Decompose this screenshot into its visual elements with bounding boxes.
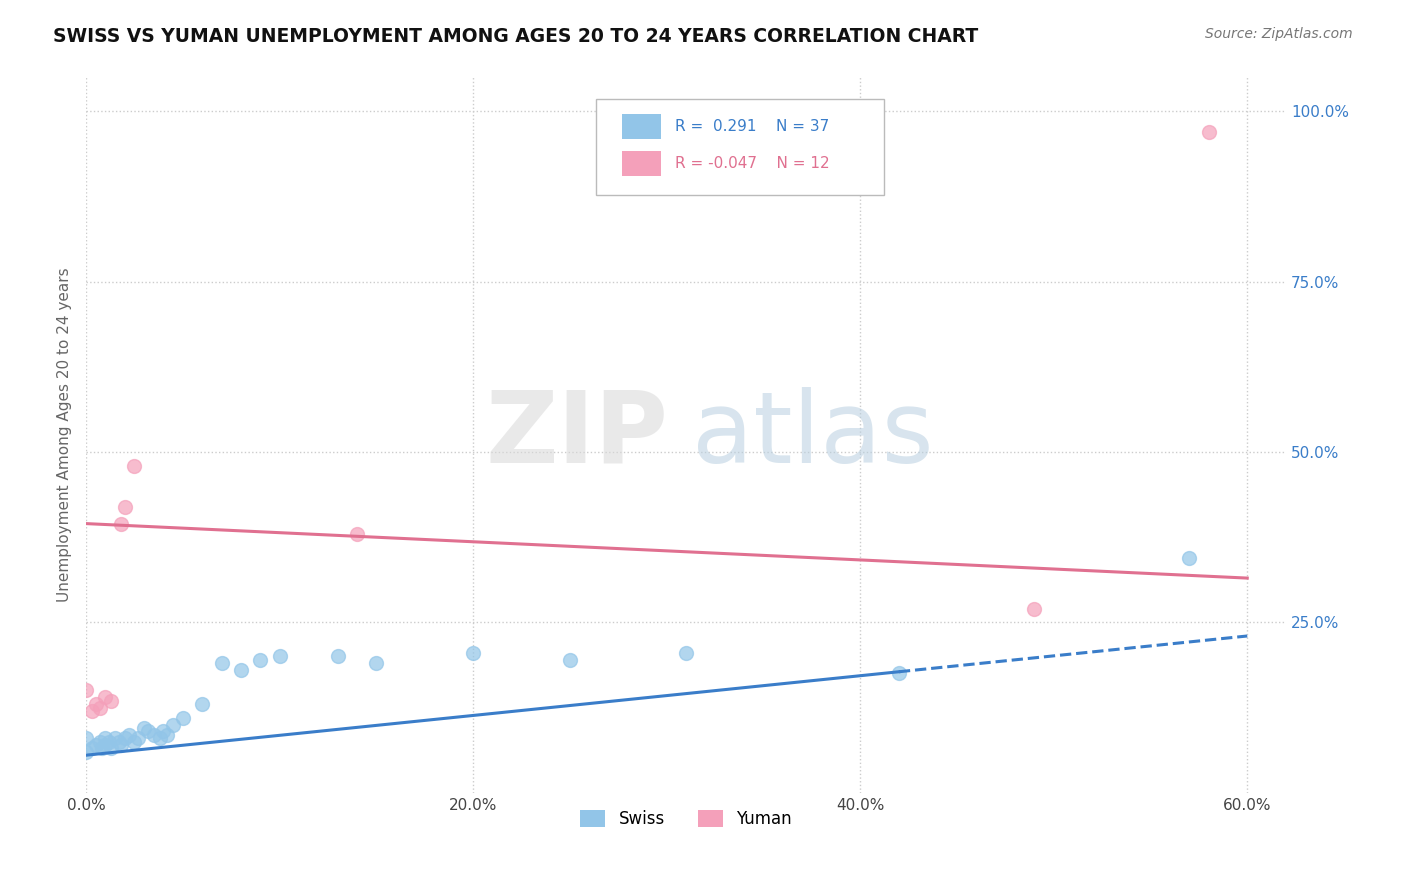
Point xyxy=(172,711,194,725)
Point xyxy=(84,697,107,711)
Point xyxy=(80,704,103,718)
Y-axis label: Unemployment Among Ages 20 to 24 years: Unemployment Among Ages 20 to 24 years xyxy=(58,268,72,602)
Point xyxy=(84,738,107,752)
Point xyxy=(249,653,271,667)
Point xyxy=(162,717,184,731)
Point xyxy=(269,649,291,664)
Point xyxy=(98,734,121,748)
Point xyxy=(94,738,117,752)
Point xyxy=(675,646,697,660)
FancyBboxPatch shape xyxy=(623,152,661,176)
Point xyxy=(156,728,179,742)
Legend: Swiss, Yuman: Swiss, Yuman xyxy=(574,803,799,834)
Point xyxy=(1198,125,1220,139)
Point xyxy=(127,731,149,746)
Point xyxy=(229,663,252,677)
Point xyxy=(124,734,146,748)
Text: R = -0.047    N = 12: R = -0.047 N = 12 xyxy=(675,156,830,171)
Text: R =  0.291    N = 37: R = 0.291 N = 37 xyxy=(675,120,830,134)
Point xyxy=(89,734,111,748)
Point xyxy=(1178,550,1201,565)
Point xyxy=(75,683,97,698)
Point xyxy=(134,721,156,735)
Point xyxy=(326,649,349,664)
Point xyxy=(124,458,146,473)
Point xyxy=(152,724,174,739)
Point xyxy=(75,731,97,746)
Point xyxy=(104,731,127,746)
Point xyxy=(90,741,112,756)
FancyBboxPatch shape xyxy=(623,114,661,139)
Point xyxy=(191,697,214,711)
Point xyxy=(117,728,139,742)
Point xyxy=(887,666,910,681)
Point xyxy=(75,745,97,759)
Text: SWISS VS YUMAN UNEMPLOYMENT AMONG AGES 20 TO 24 YEARS CORRELATION CHART: SWISS VS YUMAN UNEMPLOYMENT AMONG AGES 2… xyxy=(53,27,979,45)
Point xyxy=(94,690,117,705)
Point xyxy=(136,724,159,739)
Point xyxy=(142,728,165,742)
Point xyxy=(149,731,172,746)
Text: ZIP: ZIP xyxy=(485,386,668,483)
Point xyxy=(1024,601,1046,615)
Point xyxy=(80,741,103,756)
Text: atlas: atlas xyxy=(692,386,934,483)
Point xyxy=(463,646,485,660)
Point xyxy=(108,734,131,748)
Point xyxy=(346,526,368,541)
FancyBboxPatch shape xyxy=(596,99,884,195)
Point xyxy=(110,516,132,531)
Point xyxy=(366,657,388,671)
Point xyxy=(100,694,122,708)
Point xyxy=(211,657,233,671)
Point xyxy=(114,500,136,514)
Point xyxy=(558,653,581,667)
Point xyxy=(94,731,117,746)
Text: Source: ZipAtlas.com: Source: ZipAtlas.com xyxy=(1205,27,1353,41)
Point xyxy=(110,738,132,752)
Point xyxy=(114,731,136,746)
Point xyxy=(89,700,111,714)
Point xyxy=(100,741,122,756)
